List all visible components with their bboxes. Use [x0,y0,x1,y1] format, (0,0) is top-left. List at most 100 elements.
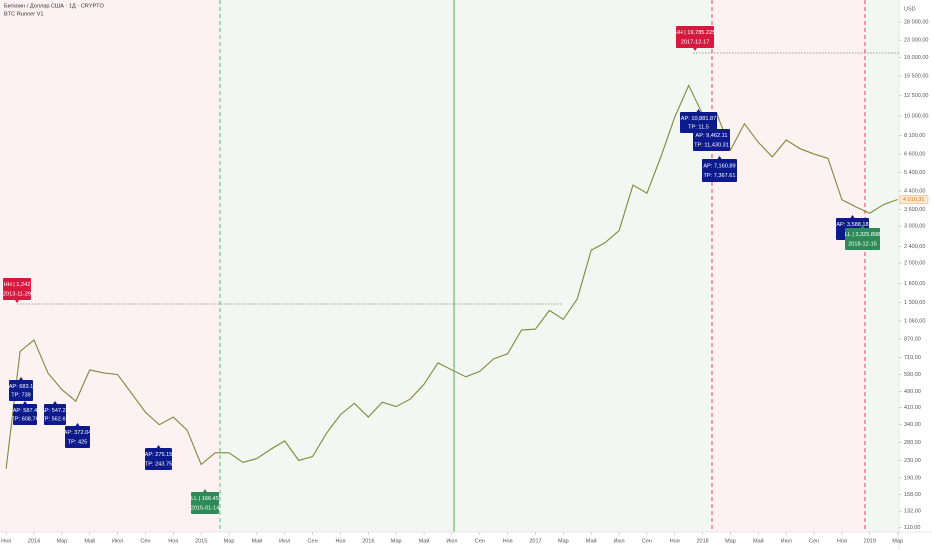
x-tick-label: Сен [475,538,485,544]
annotation-text: AP: 587.4 [13,408,38,414]
x-tick-label: Май [419,537,430,544]
plot-layer: 28 000,00 23 000,00 19 000,00 15 500,00 12 5… [1,20,928,545]
bull-zone [220,0,712,532]
annotation-text: LL | 166.45 [191,496,219,502]
annotation-box [44,404,66,425]
annotation: AP: 9,462.11 TP: 11,430.31 [693,126,730,151]
annotation-text: AP: 275.15 [145,452,173,458]
x-tick-label: 2019 [864,538,876,544]
annotation: HH | 19,785.225 2017-12-17 [675,26,715,51]
bull-zone [865,0,899,532]
annotation-text: TP: 11,5 [688,125,709,131]
annotation-text: AP: 10,881.87 [681,116,716,122]
x-tick-label: Сен [809,538,819,544]
x-tick-label: Сен [642,538,652,544]
annotation-text: 2013-11-29 [3,291,31,297]
y-tick-label: 410,00 [904,405,921,411]
chart-subtitle: BTC Runner V1 [4,11,43,17]
annotation: HH | 1,242 2013-11-29 [3,278,31,303]
annotation-text: TP: 243.75 [145,461,172,467]
annotation-box [676,26,714,48]
y-axis-label: USD [904,6,916,12]
y-tick-label: 158,00 [904,492,921,498]
annotation-text: TP: 608.76 [11,417,38,423]
y-tick-label: 340,00 [904,422,921,428]
annotation: LL | 3,325.898 2018-12-15 [845,225,880,250]
annotation-text: AP: 7,160.89 [703,163,735,169]
x-tick-label: 2015 [195,538,207,544]
annotation-box [845,228,880,250]
y-tick-label: 1 600,00 [904,281,925,287]
x-tick-label: Ноя [335,538,345,544]
price-line [5,84,898,469]
y-tick-label: 6 600,00 [904,152,925,158]
y-tick-label: 15 500,00 [904,74,928,80]
annotation: LL | 166.45 2015-01-14 [191,489,220,514]
annotation-pointer [15,300,19,303]
y-tick-label: 870,00 [904,336,921,342]
x-tick-label: Мар [224,538,235,544]
annotation-pointer [717,156,722,159]
x-tick-label: Июл [613,538,624,544]
y-tick-label: 2 000,00 [904,260,925,266]
y-tick-label: 8 100,00 [904,133,925,139]
y-tick-label: 132,00 [904,509,921,515]
y-tick-label: 1 060,00 [904,318,925,324]
x-tick-label: Июл [446,538,457,544]
annotation-text: 2018-12-15 [848,241,877,247]
x-tick-label: Ноя [837,538,847,544]
annotation-text: 2017-12-17 [681,39,710,45]
annotation-text: TP: 739 [11,393,31,399]
x-tick-label: Июл [279,538,290,544]
bear-zone [0,0,220,532]
annotation-box [680,112,717,133]
annotation-pointer [696,109,701,112]
annotation: AP: 372.04 TP: 425 [64,423,92,448]
y-tick-label: 4 400,00 [904,189,925,195]
annotation-text: 2015-01-14 [191,505,220,511]
last-price-label: 4 010,31 [903,197,924,203]
annotation-text: AP: 372.04 [64,430,92,436]
annotation: AP: 7,160.89 TP: 7,367.61 [702,156,737,182]
x-tick-label: Май [586,537,597,544]
x-tick-label: 2018 [697,538,709,544]
x-tick-label: 2016 [362,538,374,544]
annotation-pointer [19,377,23,380]
annotation-pointer [709,126,714,129]
annotation-text: AP: 683.1 [9,384,34,390]
annotation-box [13,404,37,425]
x-tick-label: Мар [892,538,903,544]
x-tick-label: Мар [725,538,736,544]
annotation-box [3,278,31,300]
annotation-text: AP: 547.25 [41,408,69,414]
x-tick-label: Мар [558,538,569,544]
annotation-pointer [860,225,865,228]
annotation-text: TP: 11,430.31 [694,142,729,148]
annotation-text: TP: 7,367.61 [703,173,735,179]
x-tick-label: Май [753,537,764,544]
y-tick-label: 230,00 [904,458,921,464]
x-tick-label: Июл [781,538,792,544]
annotation-box [191,492,219,514]
y-tick-label: 1 300,00 [904,300,925,306]
x-tick-label: Сен [308,538,318,544]
x-tick-label: Ноя [168,538,178,544]
y-tick-label: 490,00 [904,389,921,395]
y-tick-label: 23 000,00 [904,38,928,44]
x-tick-label: Ноя [503,538,513,544]
y-tick-label: 710,00 [904,355,921,361]
annotation-pointer [693,48,697,51]
x-tick-label: Июл [112,538,123,544]
annotation-text: AP: 9,462.11 [696,133,728,139]
annotation: AP: 683.1 TP: 739 [9,377,34,401]
chart-title: Биткоин / Доллар США · 1Д · CRYPTO [4,3,104,9]
y-tick-label: 19 000,00 [904,55,928,61]
y-tick-label: 12 500,00 [904,93,928,99]
annotation-box [702,159,737,182]
annotation-text: AP: 3,588.18 [836,222,868,228]
annotation-pointer [53,401,57,404]
x-tick-label: Май [251,537,262,544]
annotation-box [9,380,33,401]
